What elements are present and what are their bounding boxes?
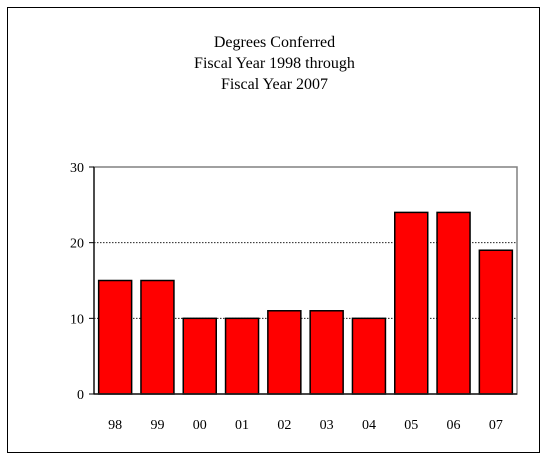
- x-tick-label-07: 07: [489, 418, 503, 433]
- y-axis-tick-labels: 0 10 20 30: [70, 161, 84, 403]
- x-tick-label-03: 03: [320, 418, 334, 433]
- x-tick-label-98: 98: [108, 418, 122, 433]
- bar-04: [351, 317, 387, 395]
- x-tick-label-02: 02: [277, 418, 291, 433]
- chart-title-line-3: Fiscal Year 2007: [220, 76, 329, 93]
- bar-00: [182, 317, 217, 395]
- x-tick-label-06: 06: [447, 418, 461, 433]
- bar-02: [267, 310, 302, 395]
- bar-99: [140, 279, 175, 395]
- y-tick-label: 0: [77, 388, 84, 403]
- x-axis-tick-labels: 98 99 00 01 02 03 04 05 06 07: [108, 418, 503, 433]
- x-tick-label-05: 05: [404, 418, 418, 433]
- y-tick-label: 10: [70, 312, 84, 327]
- chart-title-line-2: Fiscal Year 1998 through: [194, 55, 355, 72]
- x-tick-label-04: 04: [362, 418, 376, 433]
- chart-title: Degrees Conferred Fiscal Year 1998 throu…: [0, 32, 549, 95]
- bar-01: [224, 317, 260, 395]
- y-tick-label: 20: [70, 237, 84, 252]
- x-tick-label-00: 00: [193, 418, 207, 433]
- bar-98: [97, 279, 133, 395]
- axes: [89, 166, 517, 395]
- bar-07: [478, 249, 514, 395]
- chart-title-line-1: Degrees Conferred: [213, 34, 336, 51]
- x-tick-label-99: 99: [150, 418, 164, 433]
- bar-05: [394, 211, 429, 395]
- x-tick-label-01: 01: [235, 418, 249, 433]
- y-tick-label: 30: [70, 161, 84, 176]
- bars: [97, 211, 514, 395]
- bar-06: [436, 211, 471, 395]
- bar-03: [309, 310, 344, 395]
